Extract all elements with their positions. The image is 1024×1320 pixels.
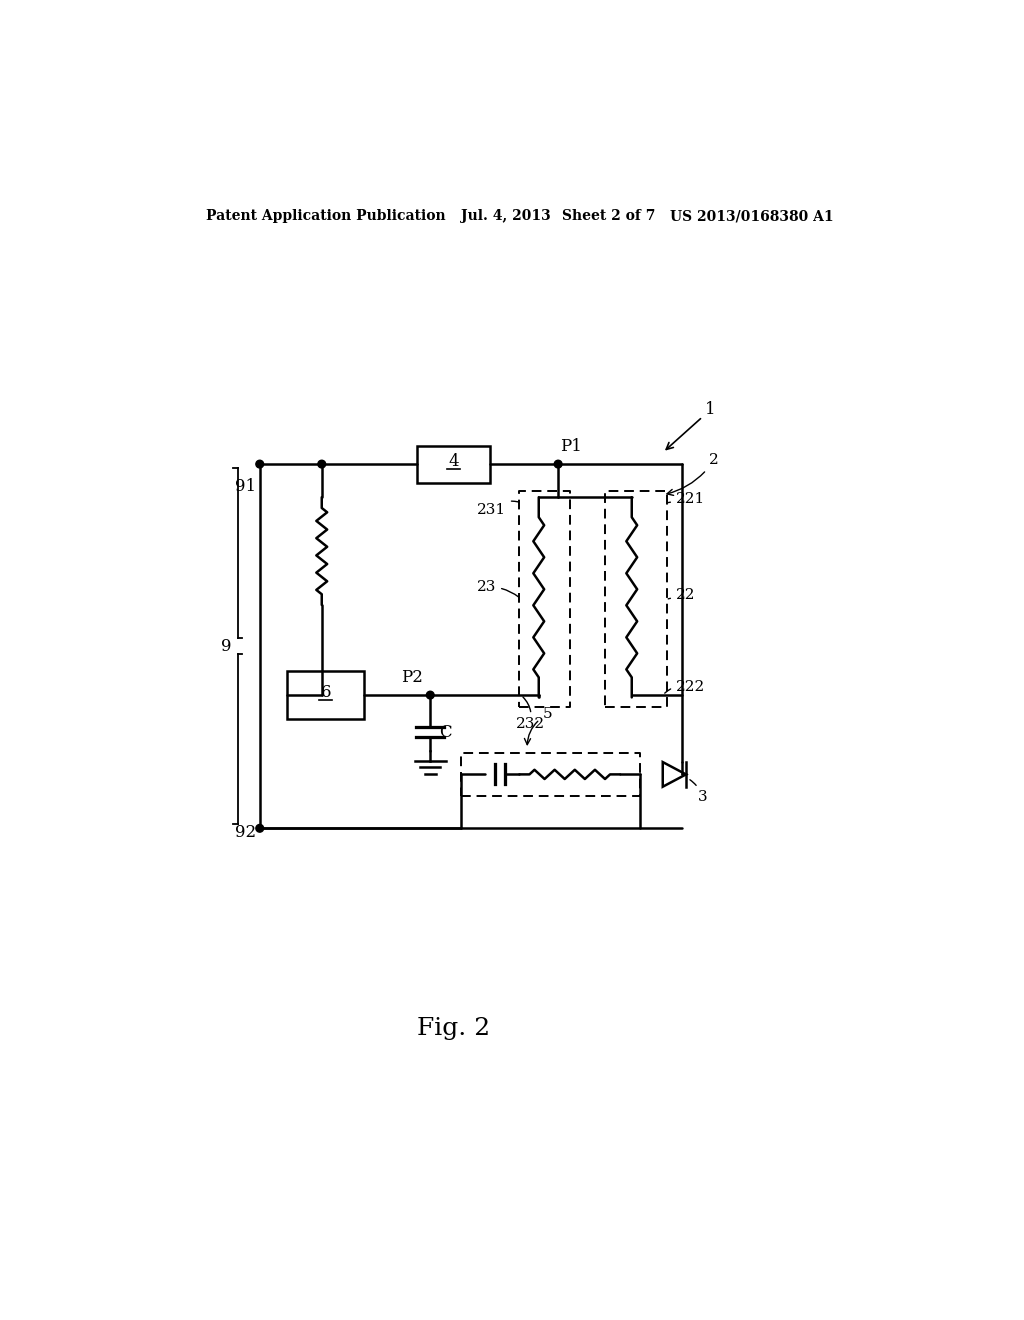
Text: 221: 221 xyxy=(669,491,706,506)
Text: 6: 6 xyxy=(321,684,331,701)
Text: 1: 1 xyxy=(667,401,716,449)
Text: P1: P1 xyxy=(560,438,582,455)
Text: 5: 5 xyxy=(524,708,552,744)
Text: 4: 4 xyxy=(449,453,459,470)
Text: 222: 222 xyxy=(665,680,706,694)
Text: 92: 92 xyxy=(234,825,256,841)
Circle shape xyxy=(256,825,263,832)
Text: P2: P2 xyxy=(400,669,423,686)
Text: C: C xyxy=(439,723,453,741)
Text: 3: 3 xyxy=(690,780,708,804)
Bar xyxy=(287,671,365,719)
Text: Fig. 2: Fig. 2 xyxy=(417,1016,490,1040)
Circle shape xyxy=(256,461,263,469)
Text: Jul. 4, 2013: Jul. 4, 2013 xyxy=(461,209,551,223)
Text: Patent Application Publication: Patent Application Publication xyxy=(206,209,445,223)
Circle shape xyxy=(554,461,562,469)
Text: 22: 22 xyxy=(669,587,695,602)
Text: 23: 23 xyxy=(477,581,519,597)
Circle shape xyxy=(317,461,326,469)
Bar xyxy=(417,446,490,483)
Text: 2: 2 xyxy=(667,453,719,495)
Circle shape xyxy=(426,692,434,700)
Text: US 2013/0168380 A1: US 2013/0168380 A1 xyxy=(671,209,835,223)
Text: 9: 9 xyxy=(221,638,231,655)
Text: 231: 231 xyxy=(477,502,518,517)
Text: 232: 232 xyxy=(515,697,545,731)
Text: 91: 91 xyxy=(234,478,256,495)
Text: Sheet 2 of 7: Sheet 2 of 7 xyxy=(562,209,655,223)
